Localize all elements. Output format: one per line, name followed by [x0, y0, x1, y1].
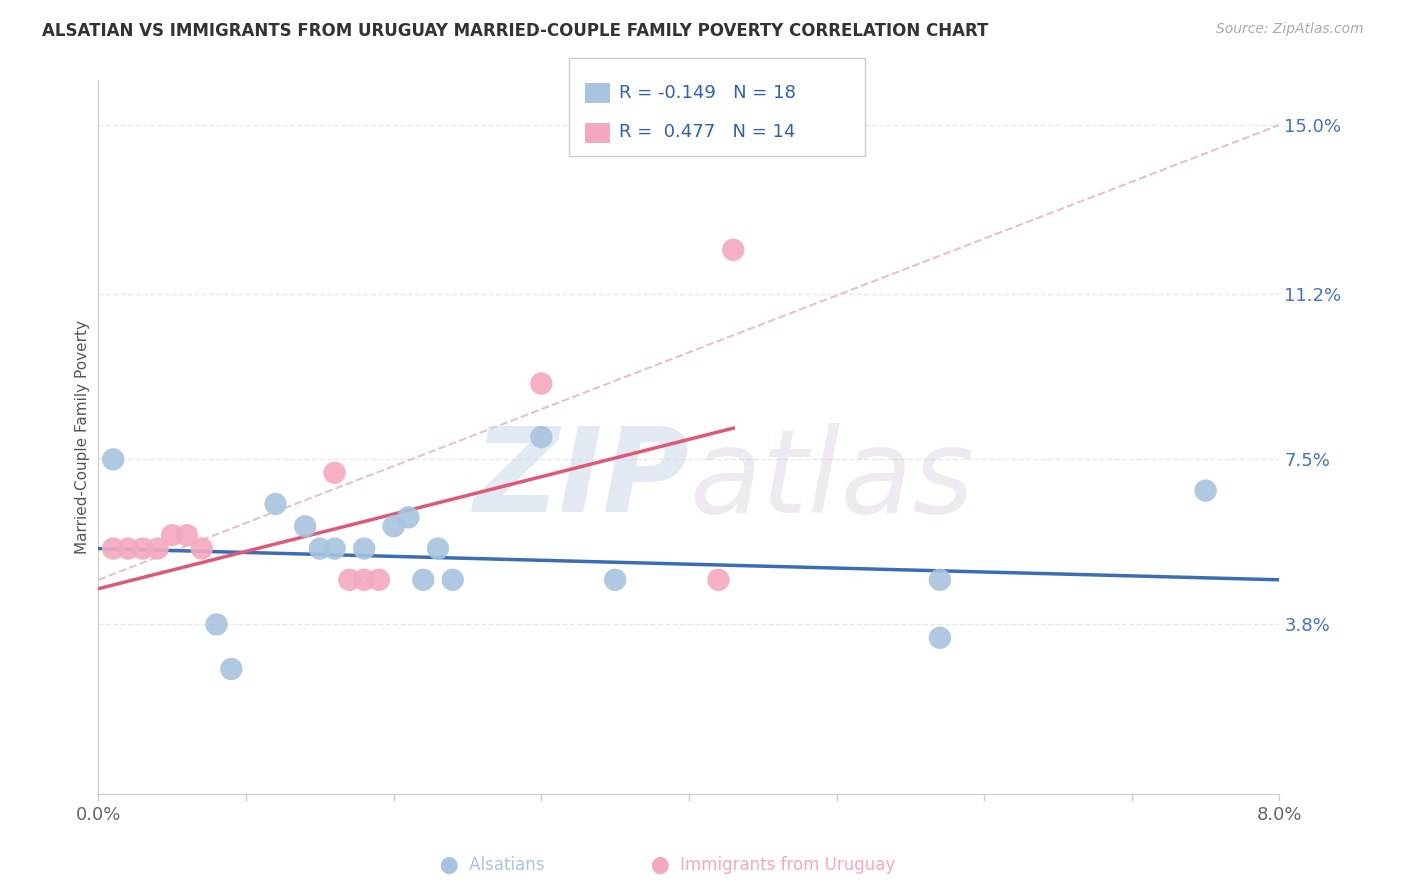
Point: [353, 541, 375, 556]
Text: R = -0.149   N = 18: R = -0.149 N = 18: [619, 84, 796, 102]
Text: ZIP: ZIP: [472, 423, 689, 537]
Point: [103, 541, 125, 556]
Point: [103, 452, 125, 467]
Point: [264, 497, 287, 511]
Point: [382, 519, 405, 533]
Point: [426, 541, 449, 556]
Point: [530, 430, 553, 444]
Text: ALSATIAN VS IMMIGRANTS FROM URUGUAY MARRIED-COUPLE FAMILY POVERTY CORRELATION CH: ALSATIAN VS IMMIGRANTS FROM URUGUAY MARR…: [42, 22, 988, 40]
Point: [308, 541, 332, 556]
Point: [396, 510, 419, 524]
Y-axis label: Married-Couple Family Poverty: Married-Couple Family Poverty: [75, 320, 90, 554]
Point: [441, 573, 464, 587]
Point: [367, 573, 389, 587]
Point: [146, 541, 169, 556]
Text: ⬤  Alsatians: ⬤ Alsatians: [440, 856, 544, 874]
Text: atlas: atlas: [689, 423, 974, 537]
Point: [605, 573, 627, 587]
Point: [412, 573, 434, 587]
Point: [707, 573, 730, 587]
Point: [721, 243, 744, 257]
Point: [530, 376, 553, 391]
Text: R =  0.477   N = 14: R = 0.477 N = 14: [619, 123, 794, 141]
Point: [337, 573, 360, 587]
Point: [323, 466, 346, 480]
Point: [294, 519, 316, 533]
Point: [928, 573, 950, 587]
Text: ⬤  Immigrants from Uruguay: ⬤ Immigrants from Uruguay: [651, 856, 896, 874]
Point: [191, 541, 214, 556]
Point: [219, 662, 242, 676]
Point: [323, 541, 346, 556]
Point: [1194, 483, 1216, 498]
Text: Source: ZipAtlas.com: Source: ZipAtlas.com: [1216, 22, 1364, 37]
Point: [928, 631, 950, 645]
Point: [353, 573, 375, 587]
Point: [162, 528, 183, 542]
Point: [117, 541, 139, 556]
Point: [176, 528, 198, 542]
Point: [132, 541, 155, 556]
Point: [205, 617, 228, 632]
